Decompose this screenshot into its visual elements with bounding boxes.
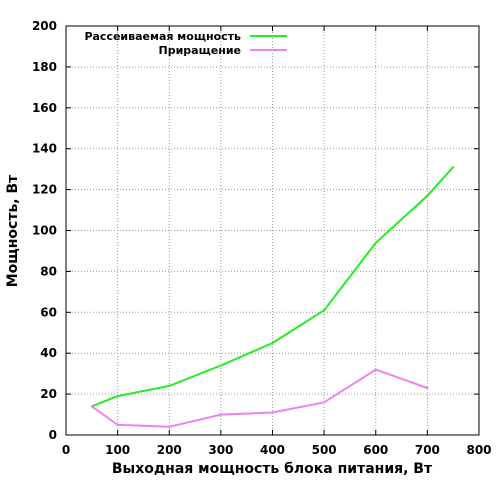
series-lines — [90, 166, 455, 428]
y-tick-label-3: 60 — [40, 305, 57, 319]
y-tick-label-7: 140 — [32, 142, 57, 156]
y-tick-label-1: 20 — [40, 387, 57, 401]
x-tick-label-3: 300 — [208, 443, 233, 457]
legend: Рассеиваемая мощность Приращение — [84, 30, 287, 57]
x-tick-label-0: 0 — [62, 443, 70, 457]
axis-ticks: 0 100 200 300 400 500 600 700 800 0 20 40 60 80 100 120… — [32, 19, 492, 457]
x-tick-label-5: 500 — [312, 443, 337, 457]
x-tick-label-8: 800 — [466, 443, 491, 457]
legend-label-series-2: Приращение — [159, 44, 241, 57]
grid — [66, 26, 479, 435]
y-tick-label-8: 160 — [32, 101, 57, 115]
y-tick-label-6: 120 — [32, 183, 57, 197]
x-tick-label-1: 100 — [105, 443, 130, 457]
y-tick-label-10: 200 — [32, 19, 57, 33]
x-tick-label-6: 600 — [363, 443, 388, 457]
y-tick-label-4: 80 — [40, 264, 57, 278]
y-tick-label-5: 100 — [32, 224, 57, 238]
legend-label-series-1: Рассеиваемая мощность — [84, 30, 241, 43]
series-line-2 — [90, 368, 429, 428]
y-tick-label-0: 0 — [49, 428, 57, 442]
x-tick-label-2: 200 — [157, 443, 182, 457]
y-tick-label-9: 180 — [32, 60, 57, 74]
x-axis-title: Выходная мощность блока питания, Вт — [112, 461, 433, 477]
y-axis-title: Мощность, Вт — [5, 174, 21, 287]
x-tick-label-7: 700 — [415, 443, 440, 457]
x-tick-label-4: 400 — [260, 443, 285, 457]
series-line-1 — [90, 166, 455, 408]
y-tick-label-2: 40 — [40, 346, 57, 360]
